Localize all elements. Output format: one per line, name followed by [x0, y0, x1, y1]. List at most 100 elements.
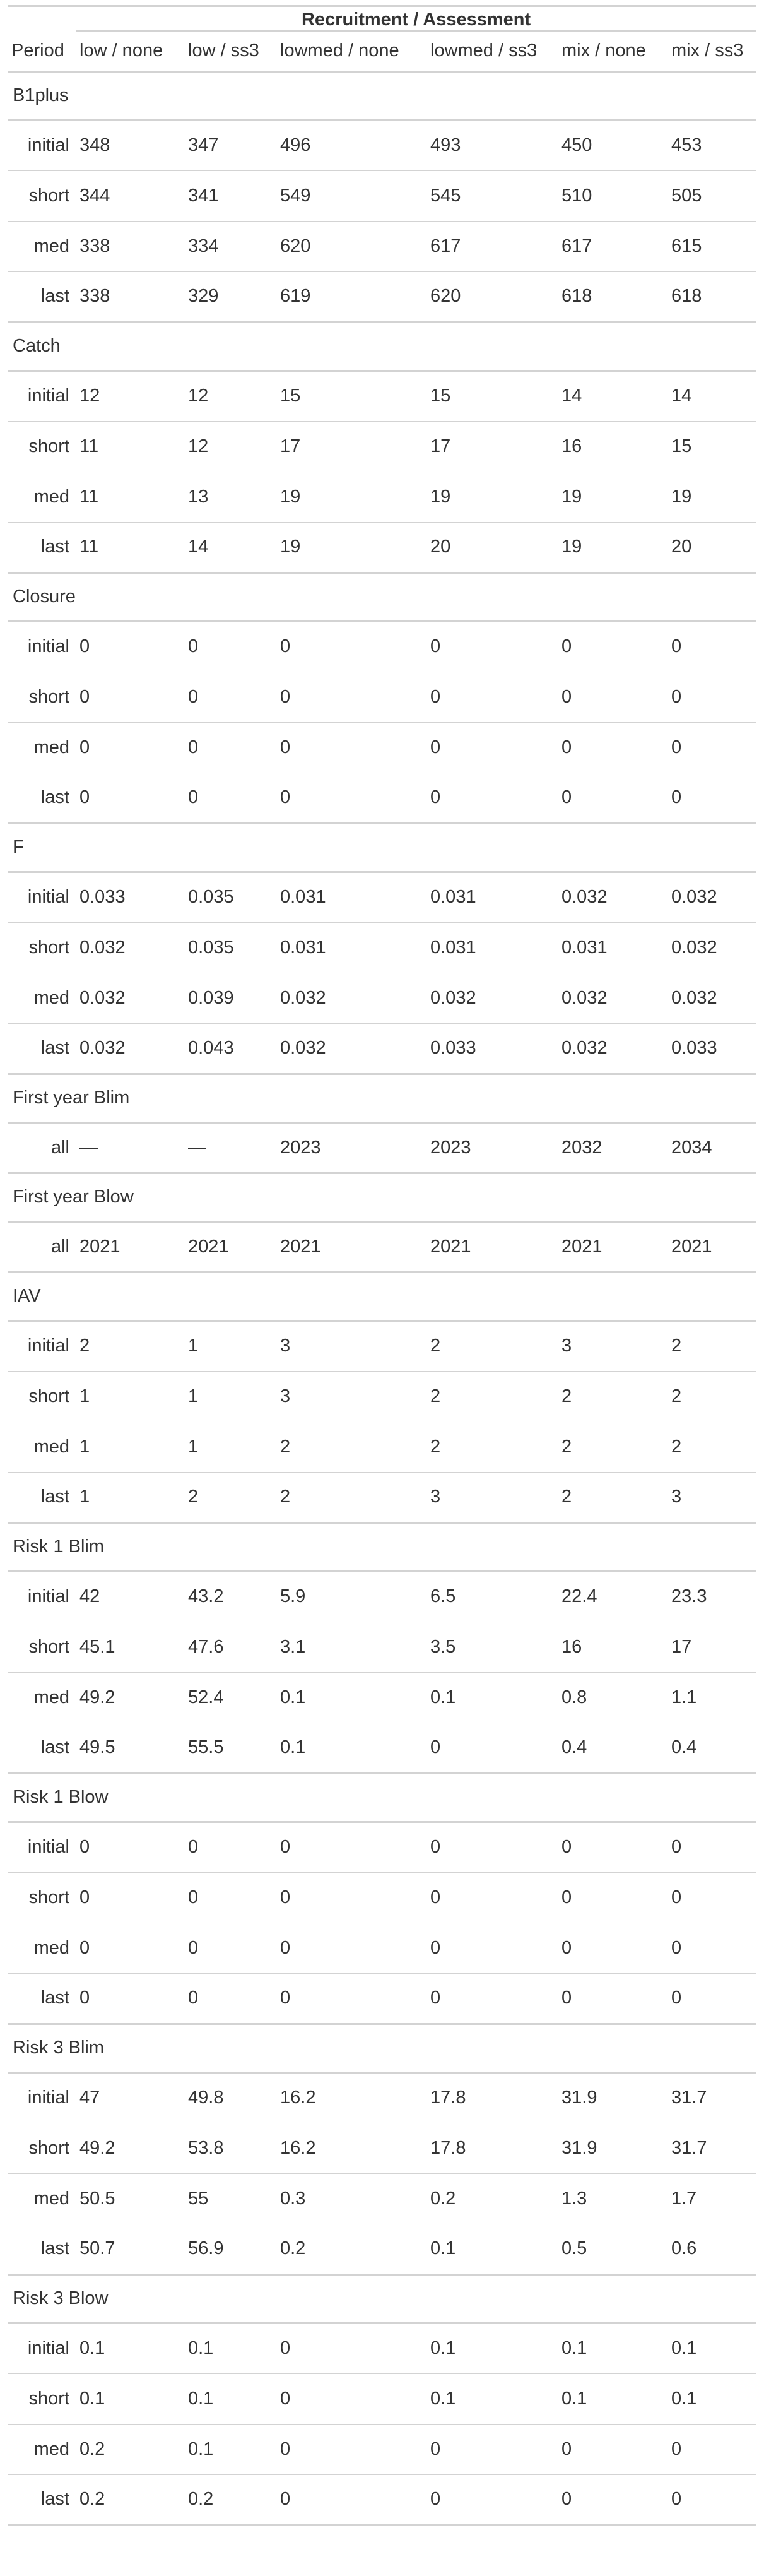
table-cell: 348 [79, 135, 110, 155]
table-row: short 0 0 0 0 0 0 [8, 1872, 757, 1923]
row-label: short [28, 436, 69, 456]
table-cell: 17 [671, 1636, 692, 1657]
table-row: last 0.2 0.2 0 0 0 0 [8, 2474, 757, 2525]
table-cell: 0.035 [188, 937, 234, 958]
table-cell: 14 [671, 386, 692, 406]
table-cell: 2 [561, 1487, 572, 1507]
table-row: all 2021 2021 2021 2021 2021 2021 [8, 1221, 757, 1272]
row-label: short [28, 185, 69, 206]
table-row: short 0.1 0.1 0 0.1 0.1 0.1 [8, 2373, 757, 2424]
table-cell: 620 [280, 235, 311, 256]
table-cell: 1 [79, 1386, 90, 1406]
table-cell: 0.032 [671, 937, 717, 958]
table-cell: 0 [280, 636, 291, 656]
table-cell: 0 [671, 1837, 682, 1857]
table-cell: 14 [561, 386, 582, 406]
table-cell: 0 [671, 1887, 682, 1908]
table-cell: 0.1 [430, 2338, 456, 2358]
row-label: short [28, 2388, 69, 2409]
column-header: low / ss3 [188, 40, 259, 61]
group-label: Catch [13, 336, 61, 356]
table-cell: 1 [188, 1436, 199, 1457]
table-cell: 0.3 [280, 2188, 306, 2209]
table-cell: 0 [671, 787, 682, 807]
table-header: Recruitment / Assessment Period low / no… [8, 6, 757, 71]
table-cell: 0 [188, 787, 199, 807]
table-row: initial 0.033 0.035 0.031 0.031 0.032 0.032 [8, 872, 756, 922]
table-cell: 2 [430, 1386, 441, 1406]
table-cell: 0 [430, 1737, 441, 1757]
table-row: med 1 1 2 2 2 2 [8, 1422, 757, 1472]
row-label: last [40, 1487, 69, 1507]
group-label: B1plus [13, 85, 69, 105]
table-cell: 0 [561, 2438, 572, 2459]
row-label: short [28, 1386, 69, 1406]
table-cell: 0.033 [671, 1038, 717, 1058]
table-cell: 0 [280, 737, 291, 757]
table-cell: 3.1 [280, 1636, 306, 1657]
table-cell: 0 [188, 636, 199, 656]
group-label: Risk 3 Blow [13, 2288, 109, 2308]
table-cell: 56.9 [188, 2238, 224, 2258]
table-cell: 31.9 [561, 2137, 597, 2158]
table-cell: 0.2 [280, 2238, 306, 2258]
group-header-row: IAV [8, 1272, 757, 1321]
table-cell: 16.2 [280, 2087, 316, 2108]
table-cell: 0.033 [430, 1038, 476, 1058]
table-row: short 45.1 47.6 3.1 3.5 16 17 [8, 1622, 757, 1672]
table-cell: 2021 [79, 1236, 120, 1257]
table-cell: 0.1 [79, 2388, 105, 2409]
table-cell: 1.1 [671, 1687, 697, 1707]
group-header-row: First year Blim [8, 1074, 757, 1122]
table-cell: 0.031 [561, 937, 608, 958]
table-cell: 0.032 [430, 987, 476, 1008]
table-cell: 2 [561, 1386, 572, 1406]
table-cell: 2021 [280, 1236, 321, 1257]
table-cell: 0.1 [188, 2338, 214, 2358]
table-cell: 6.5 [430, 1586, 456, 1606]
table-cell: 0 [280, 787, 291, 807]
table-cell: 329 [188, 286, 219, 306]
table-cell: 0 [79, 636, 90, 656]
table-cell: 341 [188, 185, 219, 206]
table-cell: 0 [671, 1937, 682, 1958]
table-row: short 0 0 0 0 0 0 [8, 672, 757, 722]
table-cell: 0.1 [188, 2438, 214, 2459]
row-label: last [40, 2238, 69, 2258]
row-label: last [40, 787, 69, 807]
table-cell: 618 [561, 286, 592, 306]
spanner-empty-cell [8, 6, 76, 32]
table-cell: 0 [671, 636, 682, 656]
group-header-row: Catch [8, 322, 757, 371]
table-cell: 3 [280, 1336, 291, 1356]
table-row: initial 12 12 15 15 14 14 [8, 371, 756, 421]
table-row: last 0 0 0 0 0 0 [8, 773, 757, 823]
table-cell: 19 [280, 486, 301, 507]
table-cell: 0.2 [430, 2188, 456, 2209]
row-label: all [50, 1137, 69, 1158]
table-cell: 16.2 [280, 2137, 316, 2158]
table-cell: 2023 [430, 1137, 471, 1158]
table-row: short 0.032 0.035 0.031 0.031 0.031 0.032 [8, 922, 757, 973]
table-cell: 0 [430, 737, 441, 757]
row-label: med [33, 1937, 69, 1958]
row-label: short [28, 1887, 69, 1908]
table-cell: 13 [188, 486, 209, 507]
table-cell: 338 [79, 235, 110, 256]
table-cell: 0.032 [561, 887, 608, 907]
column-header: mix / none [561, 40, 646, 61]
table-cell: 0 [430, 2489, 441, 2509]
group-label: First year Blow [13, 1187, 134, 1207]
table-cell: 0 [430, 636, 441, 656]
table-cell: 0 [561, 636, 572, 656]
table-cell: 2021 [188, 1236, 229, 1257]
table-cell: 0 [79, 1937, 90, 1958]
table-cell: 0 [280, 2438, 291, 2459]
table-row: short 49.2 53.8 16.2 17.8 31.9 31.7 [8, 2123, 757, 2173]
table-cell: 0 [188, 1837, 199, 1857]
table-cell: 620 [430, 286, 461, 306]
table-cell: 505 [671, 185, 702, 206]
table-cell: 23.3 [671, 1586, 707, 1606]
group-label: Closure [13, 586, 76, 607]
